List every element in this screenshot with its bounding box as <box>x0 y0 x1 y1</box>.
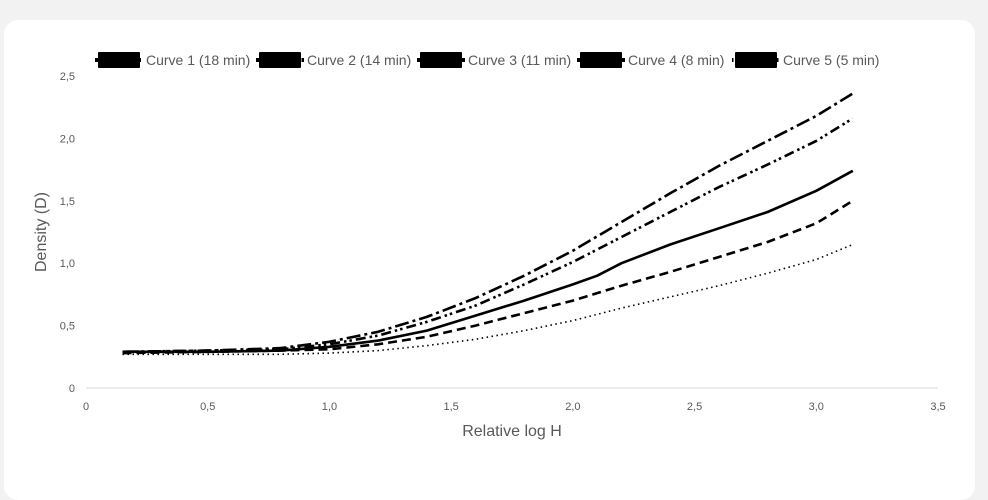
y-tick-label: 1,5 <box>60 196 75 208</box>
legend-item-2: Curve 2 (14 min) <box>256 52 411 68</box>
legend-swatch <box>259 52 301 68</box>
y-tick-labels: 0 0,5 1,0 1,5 2,0 2,5 <box>60 71 75 395</box>
x-tick-label: 1,5 <box>443 401 458 413</box>
series-line-3 <box>122 169 854 354</box>
x-tick-label: 0 <box>83 401 89 413</box>
y-tick-label: 2,5 <box>60 71 75 83</box>
x-tick-label: 2,5 <box>687 401 702 413</box>
legend-swatch <box>580 52 622 68</box>
legend-label: Curve 3 (11 min) <box>468 52 571 68</box>
y-tick-label: 0 <box>69 383 75 395</box>
legend: Curve 1 (18 min) Curve 2 (14 min) Curve 3 … <box>95 52 879 68</box>
legend-item-4: Curve 4 (8 min) <box>577 52 724 68</box>
y-tick-label: 2,0 <box>60 133 75 145</box>
y-tick-label: 0,5 <box>60 321 75 333</box>
series-lines <box>122 92 854 356</box>
y-axis-title: Density (D) <box>33 192 50 272</box>
x-tick-label: 1,0 <box>322 401 337 413</box>
series-line-4 <box>122 199 854 355</box>
x-tick-label: 3,5 <box>930 401 945 413</box>
legend-item-5: Curve 5 (5 min) <box>732 52 879 68</box>
line-chart: Curve 1 (18 min) Curve 2 (14 min) Curve 3 … <box>33 52 946 440</box>
x-tick-label: 0,5 <box>200 401 215 413</box>
legend-label: Curve 4 (8 min) <box>628 52 724 68</box>
series-line-2 <box>122 117 854 354</box>
legend-label: Curve 1 (18 min) <box>146 52 250 68</box>
legend-label: Curve 2 (14 min) <box>307 52 411 68</box>
legend-item-1: Curve 1 (18 min) <box>95 52 250 68</box>
legend-item-3: Curve 3 (11 min) <box>417 52 571 68</box>
x-axis-title: Relative log H <box>462 423 562 440</box>
legend-swatch <box>735 52 777 68</box>
x-tick-labels: 0 0,5 1,0 1,5 2,0 2,5 3,0 3,5 <box>83 401 946 413</box>
series-line-1 <box>122 92 854 354</box>
legend-swatch <box>98 52 140 68</box>
x-tick-label: 3,0 <box>809 401 824 413</box>
x-tick-label: 2,0 <box>565 401 580 413</box>
legend-label: Curve 5 (5 min) <box>783 52 879 68</box>
y-tick-label: 1,0 <box>60 258 75 270</box>
